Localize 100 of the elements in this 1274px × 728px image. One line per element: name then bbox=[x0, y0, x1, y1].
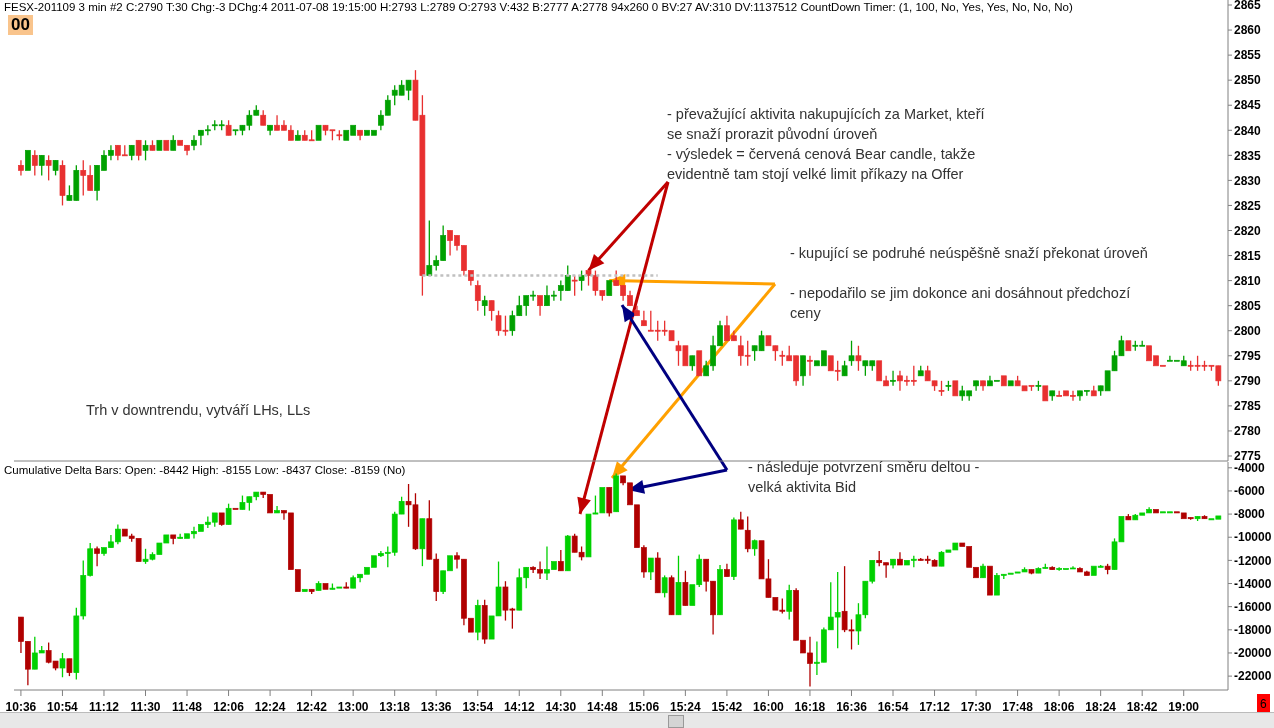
candlestick bbox=[163, 139, 170, 151]
candlestick bbox=[481, 294, 488, 317]
candlestick bbox=[682, 570, 689, 607]
y-tick-label: -8000 bbox=[1234, 507, 1266, 522]
x-tick-label: 13:00 bbox=[337, 700, 369, 714]
annotation: - nepodařilo se jim dokonce ani dosáhnout předchozí ceny bbox=[790, 284, 1131, 323]
y-tick-label: 2865 bbox=[1234, 0, 1262, 13]
y-tick-label: 2845 bbox=[1234, 98, 1262, 113]
x-tick-label: 19:00 bbox=[1168, 700, 1200, 714]
candlestick bbox=[952, 380, 959, 397]
y-tick-label: 2855 bbox=[1234, 48, 1262, 63]
y-tick-label: 2775 bbox=[1234, 449, 1262, 464]
candlestick bbox=[1007, 380, 1014, 387]
x-tick-label: 13:54 bbox=[462, 700, 494, 714]
candlestick bbox=[38, 154, 45, 177]
x-tick-label: 12:42 bbox=[296, 700, 328, 714]
candlestick bbox=[1000, 375, 1007, 387]
annotation: - převažující aktivita nakupujících za Market, kteří se snaží prorazit původní úroveň - výsledek = červená cenová Bear candle, takže evidentně tam stojí velké limit příkazy na Offer bbox=[667, 105, 985, 184]
annotation: - kupující se podruhé neúspěšně snaží překonat úroveň bbox=[790, 244, 1148, 263]
candlestick bbox=[606, 280, 613, 296]
y-tick-label: 2795 bbox=[1234, 349, 1262, 364]
candlestick bbox=[1153, 509, 1159, 514]
y-tick-label: -16000 bbox=[1234, 599, 1272, 614]
y-tick-label: -12000 bbox=[1234, 553, 1272, 568]
candlestick bbox=[987, 565, 993, 596]
candlestick bbox=[301, 588, 308, 592]
x-tick-label: 11:48 bbox=[172, 700, 203, 714]
chart-title: FESX-201109 3 min #2 C:2790 T:30 Chg:-3 DChg:4 2011-07-08 19:15:00 H:2793 L:2789 O:2793 V:432 B:2777 A:2778 94x260 0 BV:27 AV:310 DV:1137512 CountDown Timer: (1, 100, No, Yes, Yes, No, No, No) bbox=[4, 1, 1073, 13]
y-tick-label: 2790 bbox=[1234, 374, 1262, 389]
candlestick bbox=[786, 584, 793, 621]
x-tick-label: 13:36 bbox=[420, 700, 452, 714]
candlestick bbox=[641, 310, 647, 327]
y-tick-label: 2825 bbox=[1234, 198, 1262, 213]
y-tick-label: 2785 bbox=[1234, 399, 1262, 414]
candlestick bbox=[571, 274, 578, 297]
candlestick bbox=[696, 350, 703, 377]
x-tick-label: 14:30 bbox=[545, 700, 577, 714]
y-tick-label: -10000 bbox=[1234, 530, 1272, 545]
y-tick-label: 2860 bbox=[1234, 23, 1262, 38]
annotation: - následuje potvrzení směru deltou - velká aktivita Bid bbox=[748, 458, 980, 497]
y-tick-label: -20000 bbox=[1234, 646, 1272, 661]
y-tick-label: -14000 bbox=[1234, 576, 1272, 591]
candlestick bbox=[322, 583, 329, 590]
x-tick-label: 12:24 bbox=[254, 700, 286, 714]
y-tick-label: 2850 bbox=[1234, 73, 1262, 88]
x-tick-label: 13:18 bbox=[379, 700, 411, 714]
candlestick bbox=[25, 149, 31, 171]
candlestick bbox=[225, 503, 232, 526]
x-tick-label: 11:12 bbox=[88, 700, 120, 714]
x-tick-label: 16:36 bbox=[836, 700, 868, 714]
candlestick bbox=[59, 652, 66, 678]
candlestick bbox=[156, 139, 163, 151]
candlestick bbox=[18, 159, 24, 177]
x-tick-label: 10:36 bbox=[5, 700, 37, 714]
x-tick-label: 11:30 bbox=[130, 700, 161, 714]
x-tick-label: 17:30 bbox=[960, 700, 992, 714]
x-tick-label: 18:06 bbox=[1043, 700, 1075, 714]
candlestick bbox=[232, 507, 239, 510]
x-tick-label: 18:42 bbox=[1126, 700, 1158, 714]
candlestick bbox=[1042, 385, 1049, 402]
candlestick bbox=[474, 279, 481, 312]
x-tick-label: 17:12 bbox=[919, 700, 951, 714]
candlestick bbox=[1125, 340, 1132, 352]
candlestick bbox=[94, 545, 100, 567]
candlestick bbox=[45, 154, 52, 182]
candlestick bbox=[661, 574, 668, 599]
candlestick bbox=[557, 549, 564, 572]
x-tick-label: 12:06 bbox=[213, 700, 245, 714]
x-tick-label: 10:54 bbox=[47, 700, 79, 714]
y-tick-label: -18000 bbox=[1234, 623, 1272, 638]
candlestick bbox=[744, 515, 751, 553]
y-tick-label: 2820 bbox=[1234, 223, 1262, 238]
y-tick-label: 2810 bbox=[1234, 273, 1262, 288]
candlestick bbox=[315, 124, 322, 141]
x-tick-label: 16:54 bbox=[877, 700, 909, 714]
candlestick bbox=[807, 355, 813, 377]
x-tick-label: 18:24 bbox=[1085, 700, 1117, 714]
y-tick-label: 2830 bbox=[1234, 173, 1262, 188]
x-tick-label: 17:48 bbox=[1002, 700, 1034, 714]
candlestick bbox=[537, 294, 543, 317]
candlestick bbox=[848, 340, 855, 367]
x-tick-label: 16:00 bbox=[753, 700, 785, 714]
y-tick-label: -4000 bbox=[1234, 461, 1266, 476]
candlestick bbox=[31, 149, 38, 177]
y-tick-label: 2800 bbox=[1234, 323, 1262, 338]
y-tick-label: -22000 bbox=[1234, 669, 1272, 684]
candlestick bbox=[578, 269, 585, 292]
candlestick bbox=[191, 134, 197, 151]
x-tick-label: 15:06 bbox=[628, 700, 660, 714]
x-tick-label: 14:48 bbox=[586, 700, 618, 714]
candlestick bbox=[855, 345, 862, 372]
y-tick-label: 2805 bbox=[1234, 298, 1262, 313]
candlestick bbox=[800, 355, 806, 387]
candlestick bbox=[488, 300, 495, 322]
x-tick-label: 15:24 bbox=[670, 700, 702, 714]
candlestick bbox=[890, 370, 896, 387]
text: 6 bbox=[1257, 694, 1270, 714]
x-tick-label: 14:12 bbox=[503, 700, 535, 714]
candlestick bbox=[142, 139, 149, 161]
y-tick-label: -6000 bbox=[1234, 484, 1266, 499]
